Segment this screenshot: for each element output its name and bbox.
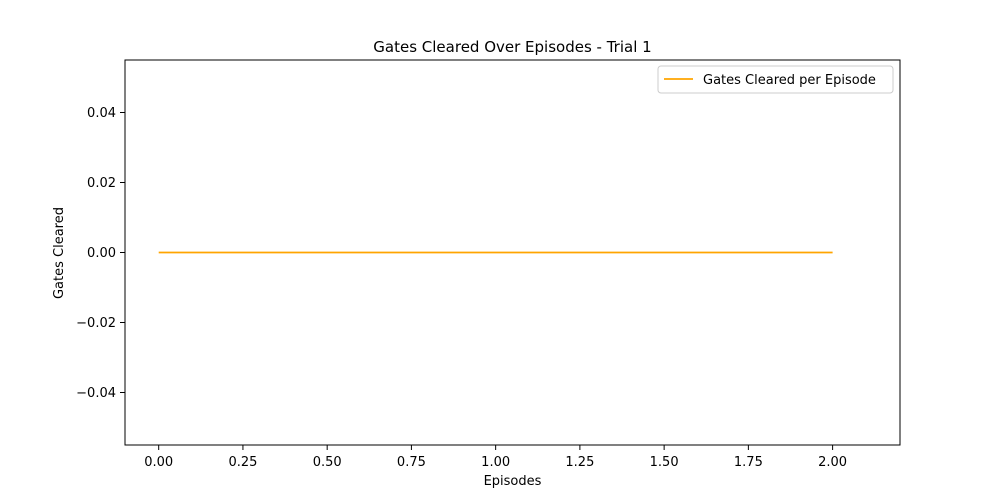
x-tick-label: 1.00 [481,455,510,470]
legend: Gates Cleared per Episode [657,65,894,94]
y-tick-label: −0.04 [76,386,116,401]
y-tick-label: 0.00 [87,246,116,261]
chart-title: Gates Cleared Over Episodes - Trial 1 [373,38,651,56]
x-tick-label: 0.25 [228,455,257,470]
y-axis-label: Gates Cleared [52,207,67,299]
x-tick-label: 0.00 [144,455,173,470]
x-tick-label: 0.75 [397,455,426,470]
legend-label: Gates Cleared per Episode [703,73,876,88]
plot-area: 0.00 0.25 0.50 0.75 1.00 1.25 1.50 1.75 2.00 −0.0… [76,59,901,470]
x-tick-label: 2.00 [818,455,847,470]
x-tick-label: 1.25 [565,455,594,470]
x-tick-label: 1.50 [650,455,679,470]
y-tick-label: 0.04 [87,106,116,121]
legend-box [657,65,894,94]
x-axis-label: Episodes [484,474,542,489]
y-tick-label: −0.02 [76,316,116,331]
y-tick-label: 0.02 [87,176,116,191]
x-tick-label: 0.50 [313,455,342,470]
x-tick-label: 1.75 [734,455,763,470]
